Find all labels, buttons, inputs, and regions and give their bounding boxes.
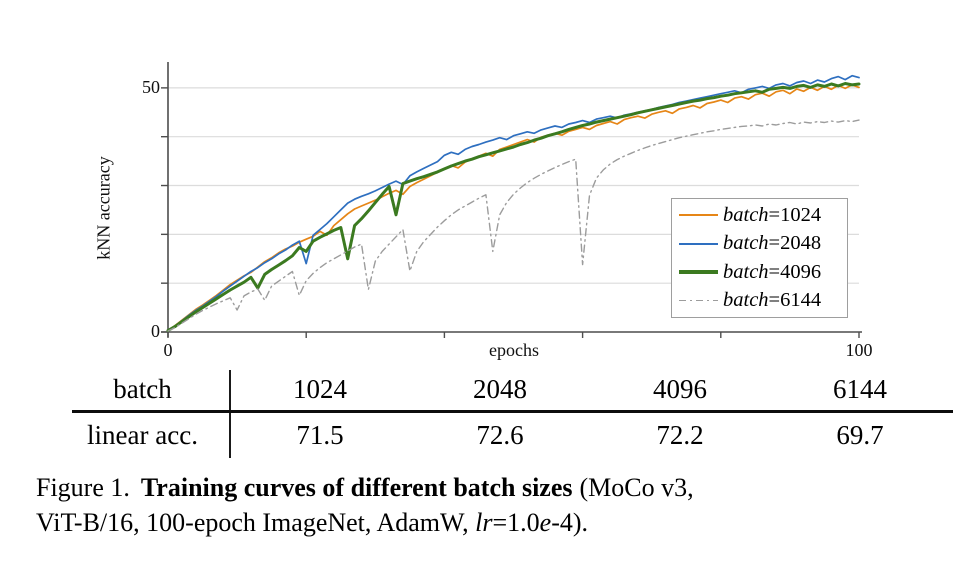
legend-label: batch=6144 <box>723 289 822 312</box>
caption-tail: (MoCo v3, <box>579 473 694 502</box>
table-header-6144: 6144 <box>833 374 887 404</box>
x-tick-label-0: 0 <box>163 340 173 360</box>
legend-item-batch-6144: batch=6144 <box>679 287 847 315</box>
caption-figure-number: Figure 1. <box>36 473 130 502</box>
chart-legend: batch=1024 batch=2048 batch=4096 batch=6… <box>671 198 848 318</box>
legend-label: batch=2048 <box>723 232 822 255</box>
table-value-2048: 72.6 <box>476 420 524 450</box>
series-line-batch-1024 <box>167 84 860 332</box>
legend-item-batch-1024: batch=1024 <box>679 201 847 229</box>
figure-caption: Figure 1. Training curves of different ba… <box>36 470 948 540</box>
table-value-1024: 71.5 <box>296 420 344 450</box>
caption-title-bold: Training curves of different batch sizes <box>140 473 573 502</box>
legend-label: batch=1024 <box>723 203 822 226</box>
caption-line2: ViT-B/16, 100-epoch ImageNet, AdamW, lr=… <box>36 508 589 537</box>
legend-line-sample-gray <box>679 299 718 302</box>
y-tick-label-50: 50 <box>142 77 160 97</box>
x-axis-label: epochs <box>489 340 539 360</box>
legend-line-sample-blue <box>679 242 718 245</box>
legend-line-sample-orange <box>679 214 718 217</box>
legend-item-batch-4096: batch=4096 <box>679 258 847 286</box>
legend-label: batch=4096 <box>723 260 822 283</box>
table-header-label: batch <box>113 374 172 404</box>
legend-line-sample-green <box>679 270 718 274</box>
y-axis-label: kNN accuracy <box>93 156 114 260</box>
x-tick-label-100: 100 <box>845 340 873 360</box>
legend-item-batch-2048: batch=2048 <box>679 230 847 258</box>
table-header-2048: 2048 <box>473 374 527 404</box>
series-line-batch-6144 <box>167 119 860 332</box>
table-row-label: linear acc. <box>87 420 198 450</box>
table-header-4096: 4096 <box>653 374 707 404</box>
table-vertical-rule <box>229 370 231 458</box>
table-value-4096: 72.2 <box>656 420 704 450</box>
table-horizontal-rule <box>72 410 953 413</box>
y-tick-label-0: 0 <box>151 321 160 341</box>
table-value-6144: 69.7 <box>836 420 884 450</box>
series-line-batch-4096 <box>166 82 861 332</box>
table-header-1024: 1024 <box>293 374 347 404</box>
